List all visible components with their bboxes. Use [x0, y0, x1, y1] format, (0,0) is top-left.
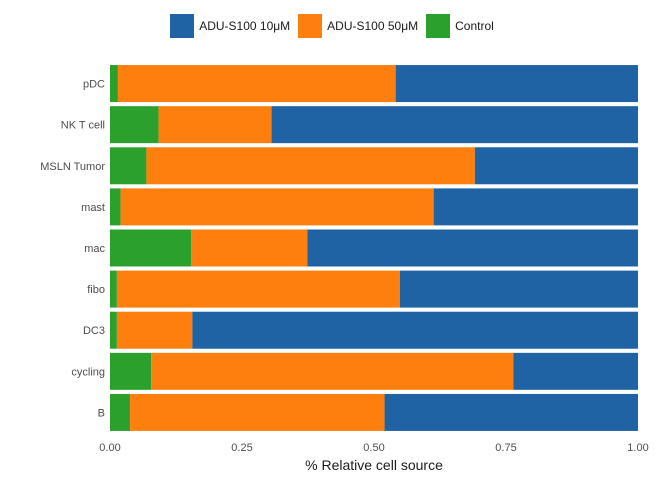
legend-swatch [170, 14, 195, 38]
bar-mac-adu-s100-10-m [307, 229, 638, 267]
legend-item-control: Control [426, 14, 494, 38]
x-tick-label: 0.75 [495, 442, 516, 454]
bar-b-control [110, 393, 131, 431]
bar-nk-t-cell-control [110, 106, 159, 144]
y-tick-label: B [98, 407, 105, 419]
bar-fibo-adu-s100-50-m [116, 270, 400, 308]
legend-label: ADU-S100 10μM [199, 19, 291, 33]
bar-msln-tumor-control [110, 147, 147, 185]
bar-dc3-adu-s100-50-m [116, 311, 193, 349]
y-tick-label: DC3 [83, 325, 105, 337]
bar-nk-t-cell-adu-s100-50-m [158, 106, 272, 144]
x-tick-labels: 0.00 0.25 0.50 0.75 1.00 [99, 442, 648, 454]
y-tick-label: fibo [87, 284, 105, 296]
bar-dc3-adu-s100-10-m [192, 311, 639, 349]
legend-label: ADU-S100 50μM [327, 19, 419, 33]
bar-mac-adu-s100-50-m [191, 229, 308, 267]
bar-msln-tumor-adu-s100-10-m [474, 147, 638, 185]
legend-item-adu-s100-50-m: ADU-S100 50μM [298, 14, 418, 38]
bar-mac-control [110, 229, 192, 267]
bar-mast-adu-s100-50-m [120, 188, 434, 226]
x-axis-title: % Relative cell source [305, 457, 443, 473]
legend-item-adu-s100-10-m: ADU-S100 10μM [170, 14, 290, 38]
legend-swatch [298, 14, 323, 38]
bar-mast-adu-s100-10-m [433, 188, 638, 226]
y-tick-label: mac [84, 243, 105, 255]
y-tick-label: NK T cell [61, 120, 105, 132]
bar-fibo-adu-s100-10-m [399, 270, 638, 308]
legend-swatch [426, 14, 451, 38]
x-tick-label: 1.00 [627, 442, 648, 454]
bar-cycling-control [110, 352, 152, 390]
bar-fibo-control [110, 270, 117, 308]
bar-pdc-adu-s100-50-m [117, 65, 396, 103]
bars-group [110, 65, 639, 431]
bar-nk-t-cell-adu-s100-10-m [271, 106, 638, 144]
bar-cycling-adu-s100-10-m [513, 352, 638, 390]
bar-msln-tumor-adu-s100-50-m [146, 147, 475, 185]
bar-pdc-adu-s100-10-m [395, 65, 638, 103]
y-tick-labels: pDC NK T cell MSLN Tumor mast mac fibo DC3 cycl… [40, 79, 105, 420]
bar-pdc-control [110, 65, 118, 103]
bar-b-adu-s100-10-m [384, 393, 638, 431]
y-tick-label: cycling [71, 366, 105, 378]
bar-b-adu-s100-50-m [130, 393, 385, 431]
x-tick-label: 0.25 [231, 442, 252, 454]
bar-mast-control [110, 188, 121, 226]
legend: ADU-S100 10μM ADU-S100 50μM Control [0, 14, 672, 38]
y-tick-label: pDC [83, 79, 105, 91]
x-tick-label: 0.00 [99, 442, 120, 454]
y-tick-label: mast [81, 202, 105, 214]
bar-dc3-control [110, 311, 117, 349]
x-tick-label: 0.50 [363, 442, 384, 454]
bar-cycling-adu-s100-50-m [151, 352, 514, 390]
y-tick-label: MSLN Tumor [40, 161, 105, 173]
legend-label: Control [455, 19, 494, 33]
